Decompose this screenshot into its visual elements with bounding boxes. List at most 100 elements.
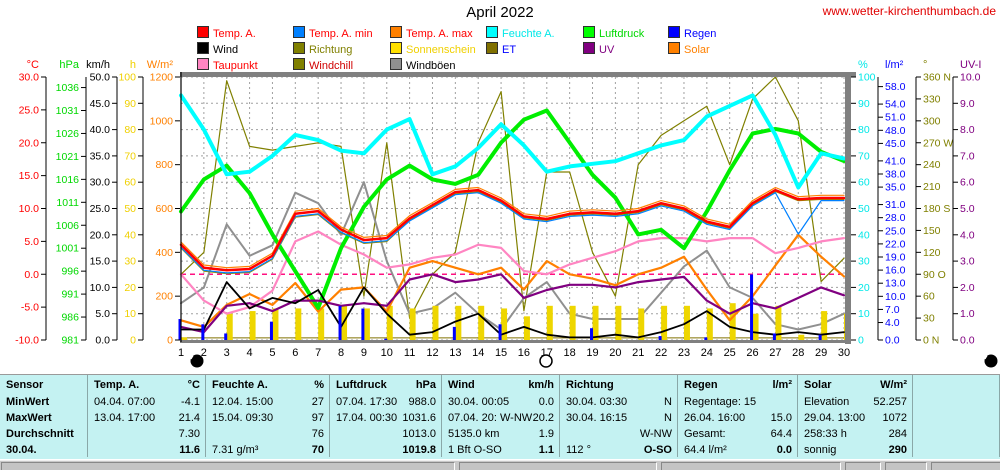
table-cell-value: 52.257 [873,395,907,408]
table-col-luftdruck-cell: 1019.8 [330,441,442,457]
legend-label: Feuchte A. [502,28,555,40]
axis-hpa-tick-label: 1031 [56,105,80,117]
axis-uvi-tick-label: 3.0 [960,256,975,268]
axis-uvi-tick-label: 2.0 [960,282,975,294]
bar-regen [498,324,502,340]
table-cell-text: Gesamt: [684,427,726,440]
series-feuchte-line [179,93,846,190]
table-col-luftdruck-cell: 07.04. 17:30 988.0 [330,393,442,409]
status-panel [1,462,455,470]
table-col-solar-cell: 29.04. 13:00 1072 [798,409,913,425]
axis-hours-header: h [130,59,136,71]
table-cell-text: 29.04. 13:00 [804,411,866,424]
axis-temp-tick-label: 0.0 [24,269,39,281]
axis-wm2-tick-label: 0 [167,335,173,347]
axis-kmh-tick-label: 40.0 [90,124,111,136]
bar-regen [178,319,182,340]
x-axis-day-label: 1 [178,347,184,359]
legend-swatch-icon [486,42,498,54]
table-cell-value: 21.4 [178,411,200,424]
axis-rain-tick-label: 19.0 [885,251,906,263]
bar-regen [772,333,776,340]
axis-hpa-tick-label: 1011 [56,197,79,209]
series-wind-line [180,281,845,339]
legend-item-temp-a-max: Temp. A. max [390,26,473,40]
axis-rain-tick-label: 13.0 [885,278,906,290]
legend-item-luftdruck: Luftdruck [583,26,645,40]
axis-deg-tick-label: 360 N [923,72,951,84]
moon-sliver [190,355,194,360]
site-url-link[interactable]: www.wetter-kirchenthumbach.de [822,4,996,18]
axis-rain-tick-label: 22.0 [885,238,906,250]
table-cell-value: 988.0 [408,395,436,408]
axis-temp-tick-label: -5.0 [21,302,39,314]
table-cell-value: 7.30 [178,427,200,440]
legend-swatch-icon [197,42,209,54]
bar-sonnenschein [432,305,439,340]
axis-uvi-tick-label: 0.0 [960,335,975,347]
series-regen-bars [178,274,822,340]
axis-hpa-tick-label: 1026 [56,128,80,140]
axis-rain-header: l/m² [885,59,904,71]
bar-sonnenschein [363,308,370,340]
legend-item-windb-en: Windböen [390,58,456,72]
x-axis-day-label: 14 [472,347,484,359]
legend-swatch-icon [390,58,402,70]
bar-regen [338,305,342,340]
table-cell-text: Solar [804,378,832,391]
bar-sonnenschein [729,303,736,340]
legend-label: Luftdruck [599,28,645,40]
table-col-wind-cell: 30.04. 00:05 0.0 [442,393,560,409]
x-axis-day-label: 18 [564,347,576,359]
table-cell-value: O-SO [643,443,672,456]
table-cell-value: 70 [311,443,324,456]
table-cell-value: 284 [888,427,907,440]
x-axis-day-label: 29 [815,347,827,359]
status-panel [661,462,841,470]
table-cell-value: 1.9 [538,427,554,440]
table-col-richtung-header: Richtung [560,375,678,393]
table-row-label: 30.04. [0,441,88,457]
legend-label: Temp. A. max [406,28,473,40]
bar-sonnenschein [775,305,782,340]
table-cell-text: 15.04. 09:30 [212,411,274,424]
table-cell-text: Luftdruck [336,378,387,391]
axis-wm2-tick-label: 1200 [150,72,174,84]
axis-deg-tick-label: 90 O [923,269,946,281]
axis-uvi-tick-label: 5.0 [960,203,975,215]
axis-kmh-tick-label: 20.0 [90,229,111,241]
legend-label: Wind [213,44,239,56]
axis-kmh-header: km/h [86,59,110,71]
axis-hours-tick-label: 60 [124,177,136,189]
bar-sonnenschein [295,308,302,340]
table-cell-value: °C [187,378,200,391]
x-axis-day-label: 7 [315,347,321,359]
table-col-feuchte-a--header: Feuchte A.% [206,375,330,393]
axis-rain-tick-label: 45.0 [885,138,906,150]
legend-item-feuchte-a-: Feuchte A. [486,26,555,40]
axis-deg-tick-label: 240 [923,159,941,171]
legend-item-wind: Wind [197,42,239,56]
axis-wm2-tick-label: 1000 [150,115,174,127]
axis-temp-header: °C [27,59,39,71]
bar-sonnenschein [318,308,325,340]
legend-swatch-icon [486,26,498,38]
series-luftdruck-line [179,108,846,310]
moon-sliver [984,355,988,360]
bar-regen [750,274,754,340]
table-col-wind-cell: 07.04. 20: W-NW 20.2 [442,409,560,425]
legend-label: ET [502,44,517,56]
bar-sonnenschein [661,305,668,340]
statistics-table: Sensor Temp. A. °C Feuchte A.% Luftdruck hPa W… [0,374,1000,459]
axis-rain-tick-label: 28.0 [885,212,906,224]
page-title: April 2022 [466,4,534,21]
table-col-richtung-cell: 30.04. 16:15 N [560,409,678,425]
axis-pct-tick-label: 50 [858,203,870,215]
axis-hours-tick-label: 20 [124,282,136,294]
axis-pct-tick-label: 70 [858,150,870,162]
axis-rain-tick-label: 7.0 [885,304,900,316]
axis-rain-tick-label: 51.0 [885,112,906,124]
x-axis-day-label: 2 [201,347,207,359]
x-axis-day-label: 13 [449,347,461,359]
axis-temp-tick-label: 20.0 [19,137,40,149]
